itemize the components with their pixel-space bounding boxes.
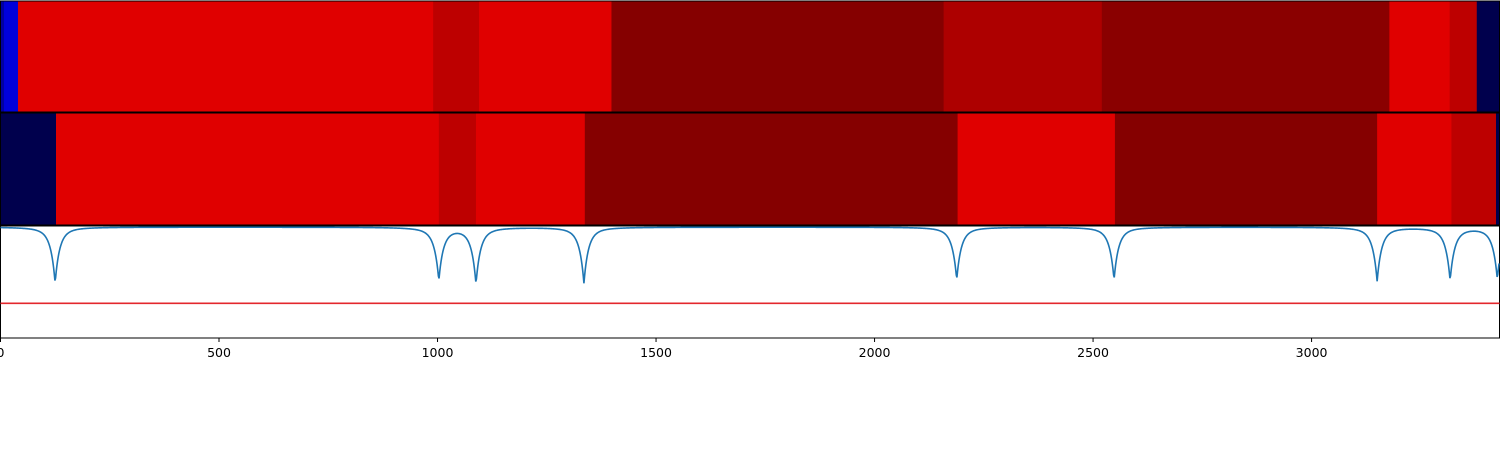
- heatmap-row: [0, 112, 1500, 226]
- x-tick-label: 2500: [1077, 345, 1109, 360]
- heatmap-cell: [0, 113, 57, 225]
- x-tick-label: 2000: [859, 345, 891, 360]
- line-panel-frame: [0, 225, 1500, 339]
- heatmap-cell: [1101, 1, 1390, 112]
- heatmap-cell: [943, 1, 1103, 112]
- x-tick-label: 0: [0, 345, 5, 360]
- heatmap-cell: [479, 1, 613, 112]
- heatmap-cell: [433, 1, 480, 112]
- x-tick-label: 3000: [1296, 345, 1328, 360]
- x-tick-label: 1000: [422, 345, 454, 360]
- heatmap-cell: [957, 113, 1116, 225]
- line-panel: [0, 225, 1500, 339]
- x-tick-label: 500: [207, 345, 231, 360]
- heatmap-cell: [1114, 113, 1378, 225]
- heatmap-cell: [17, 1, 434, 112]
- heatmap-cell: [1496, 113, 1500, 225]
- heatmap-cell: [0, 1, 5, 112]
- heatmap-cell: [56, 113, 440, 225]
- heatmap-cell: [1451, 113, 1497, 225]
- heatmap-cell: [438, 113, 477, 225]
- heatmap-cell: [3, 1, 19, 112]
- heatmap-cell: [584, 113, 959, 225]
- heatmap-cell: [475, 113, 586, 225]
- heatmap-cell: [1449, 1, 1478, 112]
- heatmap-row: [0, 0, 1500, 113]
- x-axis: 0 500 1000 1500 2000 2500 3000: [0, 338, 1328, 360]
- heatmap-rows: [0, 0, 1500, 226]
- heatmap-cell: [1377, 113, 1453, 225]
- heatmap-cell: [1476, 1, 1500, 112]
- heatmap-cell: [611, 1, 945, 112]
- x-tick-label: 1500: [640, 345, 672, 360]
- series-line: [0, 226, 1500, 284]
- heatmap-cell: [1389, 1, 1451, 112]
